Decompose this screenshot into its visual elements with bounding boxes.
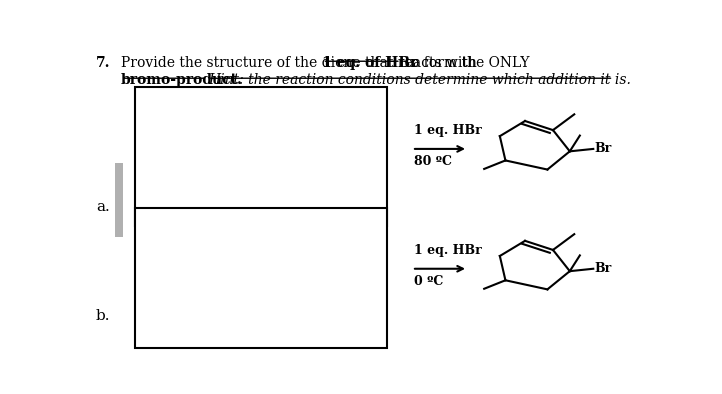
FancyBboxPatch shape	[135, 208, 387, 348]
Text: Br: Br	[594, 262, 612, 275]
Text: b.: b.	[96, 309, 110, 323]
Text: 1 eq. HBr: 1 eq. HBr	[414, 124, 482, 137]
Text: to form the ONLY: to form the ONLY	[401, 56, 529, 71]
FancyBboxPatch shape	[115, 163, 123, 237]
Text: 80 ºC: 80 ºC	[414, 155, 452, 168]
Text: Br: Br	[594, 142, 612, 155]
Text: Provide the structure of the diene that reacts with: Provide the structure of the diene that …	[121, 56, 482, 71]
FancyBboxPatch shape	[135, 87, 387, 226]
Text: bromo-product.: bromo-product.	[121, 73, 243, 87]
Text: 1 eq. of HBr: 1 eq. of HBr	[323, 56, 418, 71]
Text: 7.: 7.	[96, 56, 110, 71]
Text: 0 ºC: 0 ºC	[414, 275, 443, 288]
Text: Hint: the reaction conditions determine which addition it is.: Hint: the reaction conditions determine …	[208, 73, 630, 87]
Text: 1 eq. HBr: 1 eq. HBr	[414, 244, 482, 257]
Text: a.: a.	[96, 199, 110, 214]
